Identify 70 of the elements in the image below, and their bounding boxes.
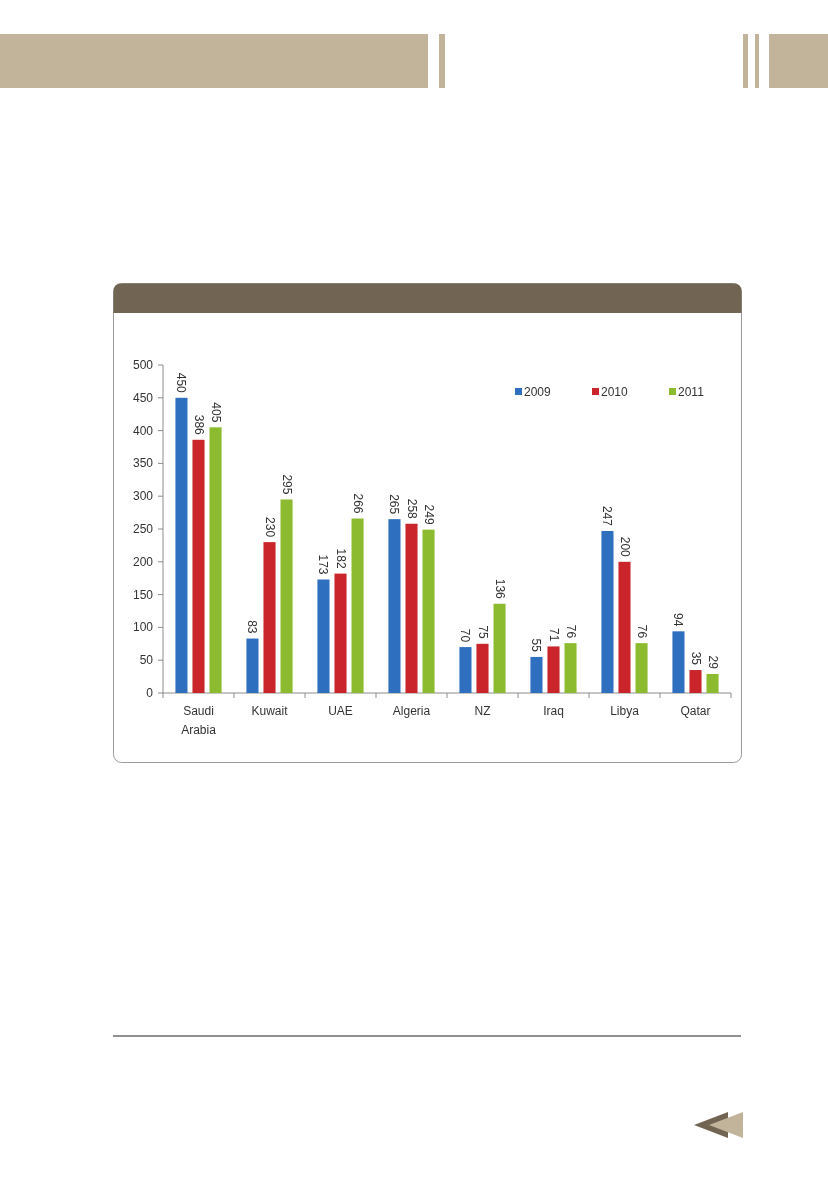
x-tick-label: Iraq <box>543 704 564 718</box>
x-tick-label: Saudi Arabia <box>181 704 217 737</box>
y-tick-label: 400 <box>132 423 154 438</box>
data-label: 75 <box>475 625 490 640</box>
y-tick-label: 350 <box>132 456 154 471</box>
bar <box>564 643 577 693</box>
legend-label: 2009 <box>524 385 552 399</box>
data-label: 173 <box>316 554 331 575</box>
bar <box>175 397 188 693</box>
bar <box>672 631 685 693</box>
data-label: 258 <box>404 498 419 520</box>
y-tick-label: 200 <box>132 554 154 569</box>
data-label: 230 <box>262 517 277 538</box>
bar <box>618 561 631 693</box>
y-tick-label: 50 <box>139 653 154 668</box>
bar <box>405 523 418 693</box>
y-tick-label: 150 <box>132 587 154 602</box>
bar <box>689 670 702 693</box>
x-tick-label: Libya <box>610 704 640 718</box>
data-label: 247 <box>600 505 615 527</box>
bar <box>246 638 259 693</box>
bar <box>209 427 222 693</box>
data-label: 249 <box>421 504 436 525</box>
bar <box>493 603 506 693</box>
y-tick-label: 500 <box>132 358 154 372</box>
data-label: 83 <box>245 620 260 634</box>
y-tick-label: 250 <box>132 522 154 536</box>
bar <box>351 518 364 693</box>
data-label: 71 <box>546 628 561 642</box>
x-tick-label: UAE <box>328 704 353 718</box>
y-tick-label: 100 <box>132 620 154 635</box>
y-tick-label: 450 <box>132 390 154 405</box>
data-label: 405 <box>208 402 223 423</box>
data-label: 70 <box>458 628 473 643</box>
bar <box>280 499 293 693</box>
x-tick-label: NZ <box>474 704 491 718</box>
x-tick-label: Qatar <box>680 704 711 718</box>
data-label: 35 <box>688 651 703 666</box>
bar <box>706 673 719 693</box>
bar <box>459 647 472 693</box>
legend-label: 2010 <box>601 385 629 399</box>
data-label: 55 <box>529 638 544 653</box>
bar <box>192 439 205 693</box>
bar <box>476 643 489 693</box>
data-label: 266 <box>350 493 365 514</box>
bar <box>388 519 401 693</box>
data-label: 76 <box>634 624 649 639</box>
data-label: 76 <box>563 624 578 639</box>
data-label: 200 <box>617 536 632 558</box>
bar <box>601 530 614 693</box>
data-label: 136 <box>492 578 507 600</box>
bar <box>263 542 276 693</box>
data-label: 450 <box>174 372 189 394</box>
data-label: 182 <box>333 548 348 569</box>
bar <box>635 643 648 693</box>
legend-label: 2011 <box>678 385 705 399</box>
x-tick-label: Kuwait <box>251 704 289 718</box>
x-tick-label: Algeria <box>392 704 431 718</box>
data-label: 386 <box>191 414 206 436</box>
y-tick-label: 300 <box>132 489 154 504</box>
data-label: 295 <box>279 474 294 495</box>
bar <box>317 579 330 693</box>
bar <box>547 646 560 693</box>
y-tick-label: 0 <box>146 686 154 700</box>
data-label: 265 <box>387 494 402 515</box>
bar <box>422 529 435 693</box>
data-label: 94 <box>671 612 686 627</box>
data-label: 29 <box>705 655 720 670</box>
bar <box>530 656 543 693</box>
bar <box>334 573 347 693</box>
